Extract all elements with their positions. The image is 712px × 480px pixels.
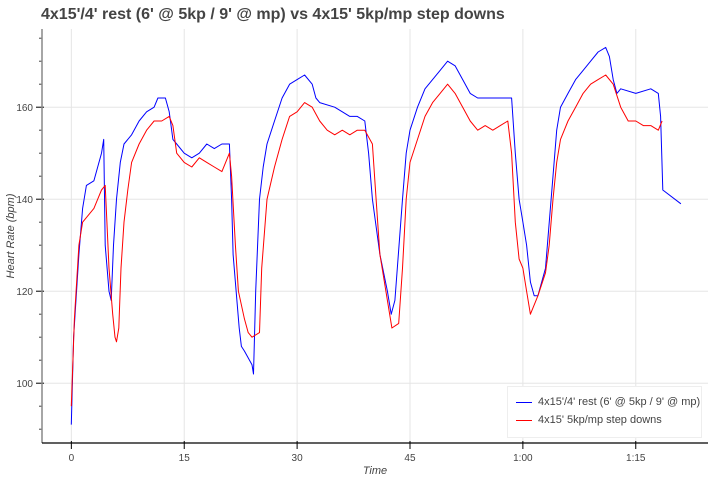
y-tick-label: 100 <box>16 379 33 390</box>
legend-swatch <box>516 401 532 403</box>
chart-title: 4x15'/4' rest (6' @ 5kp / 9' @ mp) vs 4x… <box>41 6 505 23</box>
x-tick-label: 30 <box>292 453 304 464</box>
y-tick-label: 120 <box>16 287 33 298</box>
y-tick-label: 160 <box>16 103 33 114</box>
x-tick-label: 1:15 <box>626 453 646 464</box>
legend-swatch <box>516 419 532 421</box>
x-tick-label: 15 <box>179 453 191 464</box>
x-tick-label: 1:00 <box>513 453 533 464</box>
y-axis-label: Heart Rate (bpm) <box>5 193 17 278</box>
legend-item-red: 4x15' 5kp/mp step downs <box>516 414 662 426</box>
x-tick-label: 45 <box>404 453 416 464</box>
legend-item-blue: 4x15'/4' rest (6' @ 5kp / 9' @ mp) <box>516 396 700 408</box>
y-tick-label: 140 <box>16 195 33 206</box>
series-line-blue <box>70 46 682 425</box>
x-tick-label: 0 <box>69 453 75 464</box>
legend-label: 4x15'/4' rest (6' @ 5kp / 9' @ mp) <box>538 396 701 408</box>
x-axis-label: Time <box>363 465 387 477</box>
legend-label: 4x15' 5kp/mp step downs <box>538 414 662 426</box>
legend: 4x15'/4' rest (6' @ 5kp / 9' @ mp) 4x15'… <box>507 386 702 438</box>
series-line-red <box>70 74 663 407</box>
